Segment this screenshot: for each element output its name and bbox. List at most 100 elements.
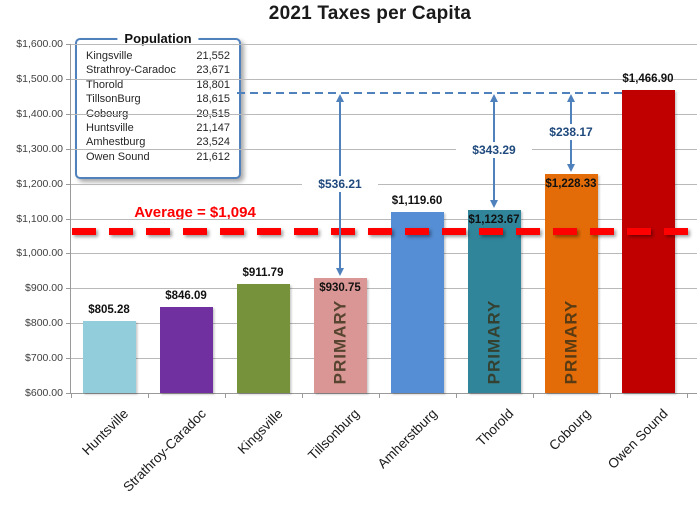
- y-axis-line: [70, 44, 71, 393]
- value-label-kingsville: $911.79: [242, 267, 284, 279]
- value-label-tillsonburg: $930.75: [319, 282, 361, 294]
- reference-dashed-line: [237, 92, 622, 94]
- legend-municipality-name: Amhestburg: [86, 136, 146, 149]
- legend-population-value: 18,615: [196, 93, 230, 106]
- legend-municipality-name: Cobourg: [86, 107, 129, 120]
- x-axis-label-kingsville: Kingsville: [234, 406, 286, 457]
- y-axis-tick-mark: [66, 219, 70, 220]
- bar-huntsville: [82, 321, 136, 393]
- y-axis-tick-label: $700.00: [25, 352, 63, 364]
- y-axis-tick-label: $1,300.00: [16, 143, 63, 155]
- legend-row-thorold: Thorold 18,801: [77, 78, 239, 92]
- legend-municipality-name: Strathroy-Caradoc: [86, 64, 176, 77]
- y-axis-tick-label: $1,000.00: [16, 247, 63, 259]
- legend-population-value: 20,515: [196, 107, 230, 120]
- population-legend: Population Kingsville 21,552 Strathroy-Car…: [75, 31, 241, 179]
- x-axis-label-huntsville: Huntsville: [79, 406, 132, 458]
- bar-tillsonburg: [313, 278, 367, 393]
- y-axis-tick-mark: [66, 114, 70, 115]
- x-axis-tick-mark: [301, 393, 303, 398]
- legend-rows: Kingsville 21,552 Strathroy-Caradoc 23,671 T…: [77, 49, 239, 164]
- arrow-head-down-icon: [490, 200, 498, 208]
- y-axis-tick-mark: [66, 253, 70, 254]
- legend-row-owen-sound: Owen Sound 21,612: [77, 150, 239, 164]
- average-dashed-line: [72, 228, 697, 235]
- bar-owen-sound: [621, 90, 675, 393]
- legend-municipality-name: Kingsville: [86, 50, 133, 62]
- y-axis-tick-label: $1,600.00: [16, 38, 63, 50]
- x-axis-tick-mark: [224, 393, 226, 398]
- gridline: [70, 184, 697, 185]
- bar-cobourg: [544, 174, 598, 393]
- x-axis-tick-mark: [70, 393, 72, 398]
- x-axis-label-amherstburg: Amherstburg: [374, 406, 440, 472]
- legend-population-value: 21,612: [196, 150, 230, 163]
- gridline: [70, 79, 697, 80]
- legend-population-value: 18,801: [196, 78, 230, 91]
- value-label-thorold: $1,123.67: [468, 214, 520, 226]
- gridline: [70, 358, 697, 359]
- legend-row-strathroy-caradoc: Strathroy-Caradoc 23,671: [77, 63, 239, 77]
- legend-municipality-name: Thorold: [86, 78, 124, 91]
- gridline: [70, 288, 697, 289]
- x-axis-label-owen-sound: Owen Sound: [604, 406, 671, 472]
- gridline: [70, 219, 697, 220]
- y-axis-tick-mark: [66, 393, 70, 394]
- gridline: [70, 149, 697, 150]
- value-label-strathroy-caradoc: $846.09: [165, 290, 207, 302]
- legend-population-value: 23,524: [196, 136, 230, 149]
- legend-municipality-name: TillsonBurg: [86, 93, 141, 106]
- y-axis-tick-mark: [66, 79, 70, 80]
- y-axis-tick-label: $1,100.00: [16, 213, 63, 225]
- x-axis-tick-mark: [147, 393, 149, 398]
- arrow-head-up-icon: [490, 94, 498, 102]
- y-axis-tick-label: $600.00: [25, 387, 63, 399]
- y-axis-tick-label: $800.00: [25, 317, 63, 329]
- arrow-head-down-icon: [567, 164, 575, 172]
- difference-label-cobourg: $238.17: [533, 124, 609, 140]
- x-axis-tick-mark: [455, 393, 457, 398]
- y-axis-tick-label: $1,400.00: [16, 108, 63, 120]
- y-axis-tick-mark: [66, 323, 70, 324]
- legend-row-huntsville: Huntsville 21,147: [77, 121, 239, 135]
- legend-municipality-name: Owen Sound: [86, 150, 150, 163]
- bar-thorold: [467, 210, 521, 393]
- legend-population-value: 23,671: [196, 64, 230, 77]
- chart-title: 2021 Taxes per Capita: [268, 3, 472, 24]
- y-axis-tick-label: $900.00: [25, 282, 63, 294]
- legend-title: Population: [117, 31, 199, 46]
- y-axis-tick-mark: [66, 288, 70, 289]
- legend-population-value: 21,147: [196, 122, 230, 135]
- y-axis-tick-mark: [66, 184, 70, 185]
- gridline: [70, 323, 697, 324]
- x-axis-label-cobourg: Cobourg: [546, 406, 594, 454]
- bar-amherstburg: [390, 212, 444, 393]
- x-axis-label-thorold: Thorold: [473, 406, 517, 449]
- x-axis-tick-mark: [378, 393, 380, 398]
- value-label-cobourg: $1,228.33: [545, 178, 597, 190]
- gridline: [70, 253, 697, 254]
- y-axis-tick-mark: [66, 44, 70, 45]
- difference-label-tillsonburg: $536.21: [302, 176, 378, 192]
- legend-row-cobourg: Cobourg 20,515: [77, 107, 239, 121]
- legend-population-value: 21,552: [196, 50, 230, 62]
- average-label: Average = $1,094: [134, 204, 256, 221]
- difference-label-thorold: $343.29: [456, 142, 532, 158]
- legend-row-amhestburg: Amhestburg 23,524: [77, 135, 239, 149]
- value-label-amherstburg: $1,119.60: [391, 195, 443, 207]
- y-axis-tick-mark: [66, 358, 70, 359]
- x-axis-tick-mark: [686, 393, 688, 398]
- value-label-huntsville: $805.28: [88, 304, 130, 316]
- arrow-head-down-icon: [336, 268, 344, 276]
- arrow-head-up-icon: [336, 94, 344, 102]
- y-axis-tick-mark: [66, 149, 70, 150]
- value-label-owen-sound: $1,466.90: [622, 73, 674, 85]
- x-axis-line: [70, 393, 697, 394]
- x-axis-label-tillsonburg: Tillsonburg: [305, 406, 363, 463]
- x-axis-tick-mark: [609, 393, 611, 398]
- arrow-head-up-icon: [567, 94, 575, 102]
- y-axis-tick-label: $1,500.00: [16, 73, 63, 85]
- bar-strathroy-caradoc: [159, 307, 213, 393]
- gridline: [70, 44, 697, 45]
